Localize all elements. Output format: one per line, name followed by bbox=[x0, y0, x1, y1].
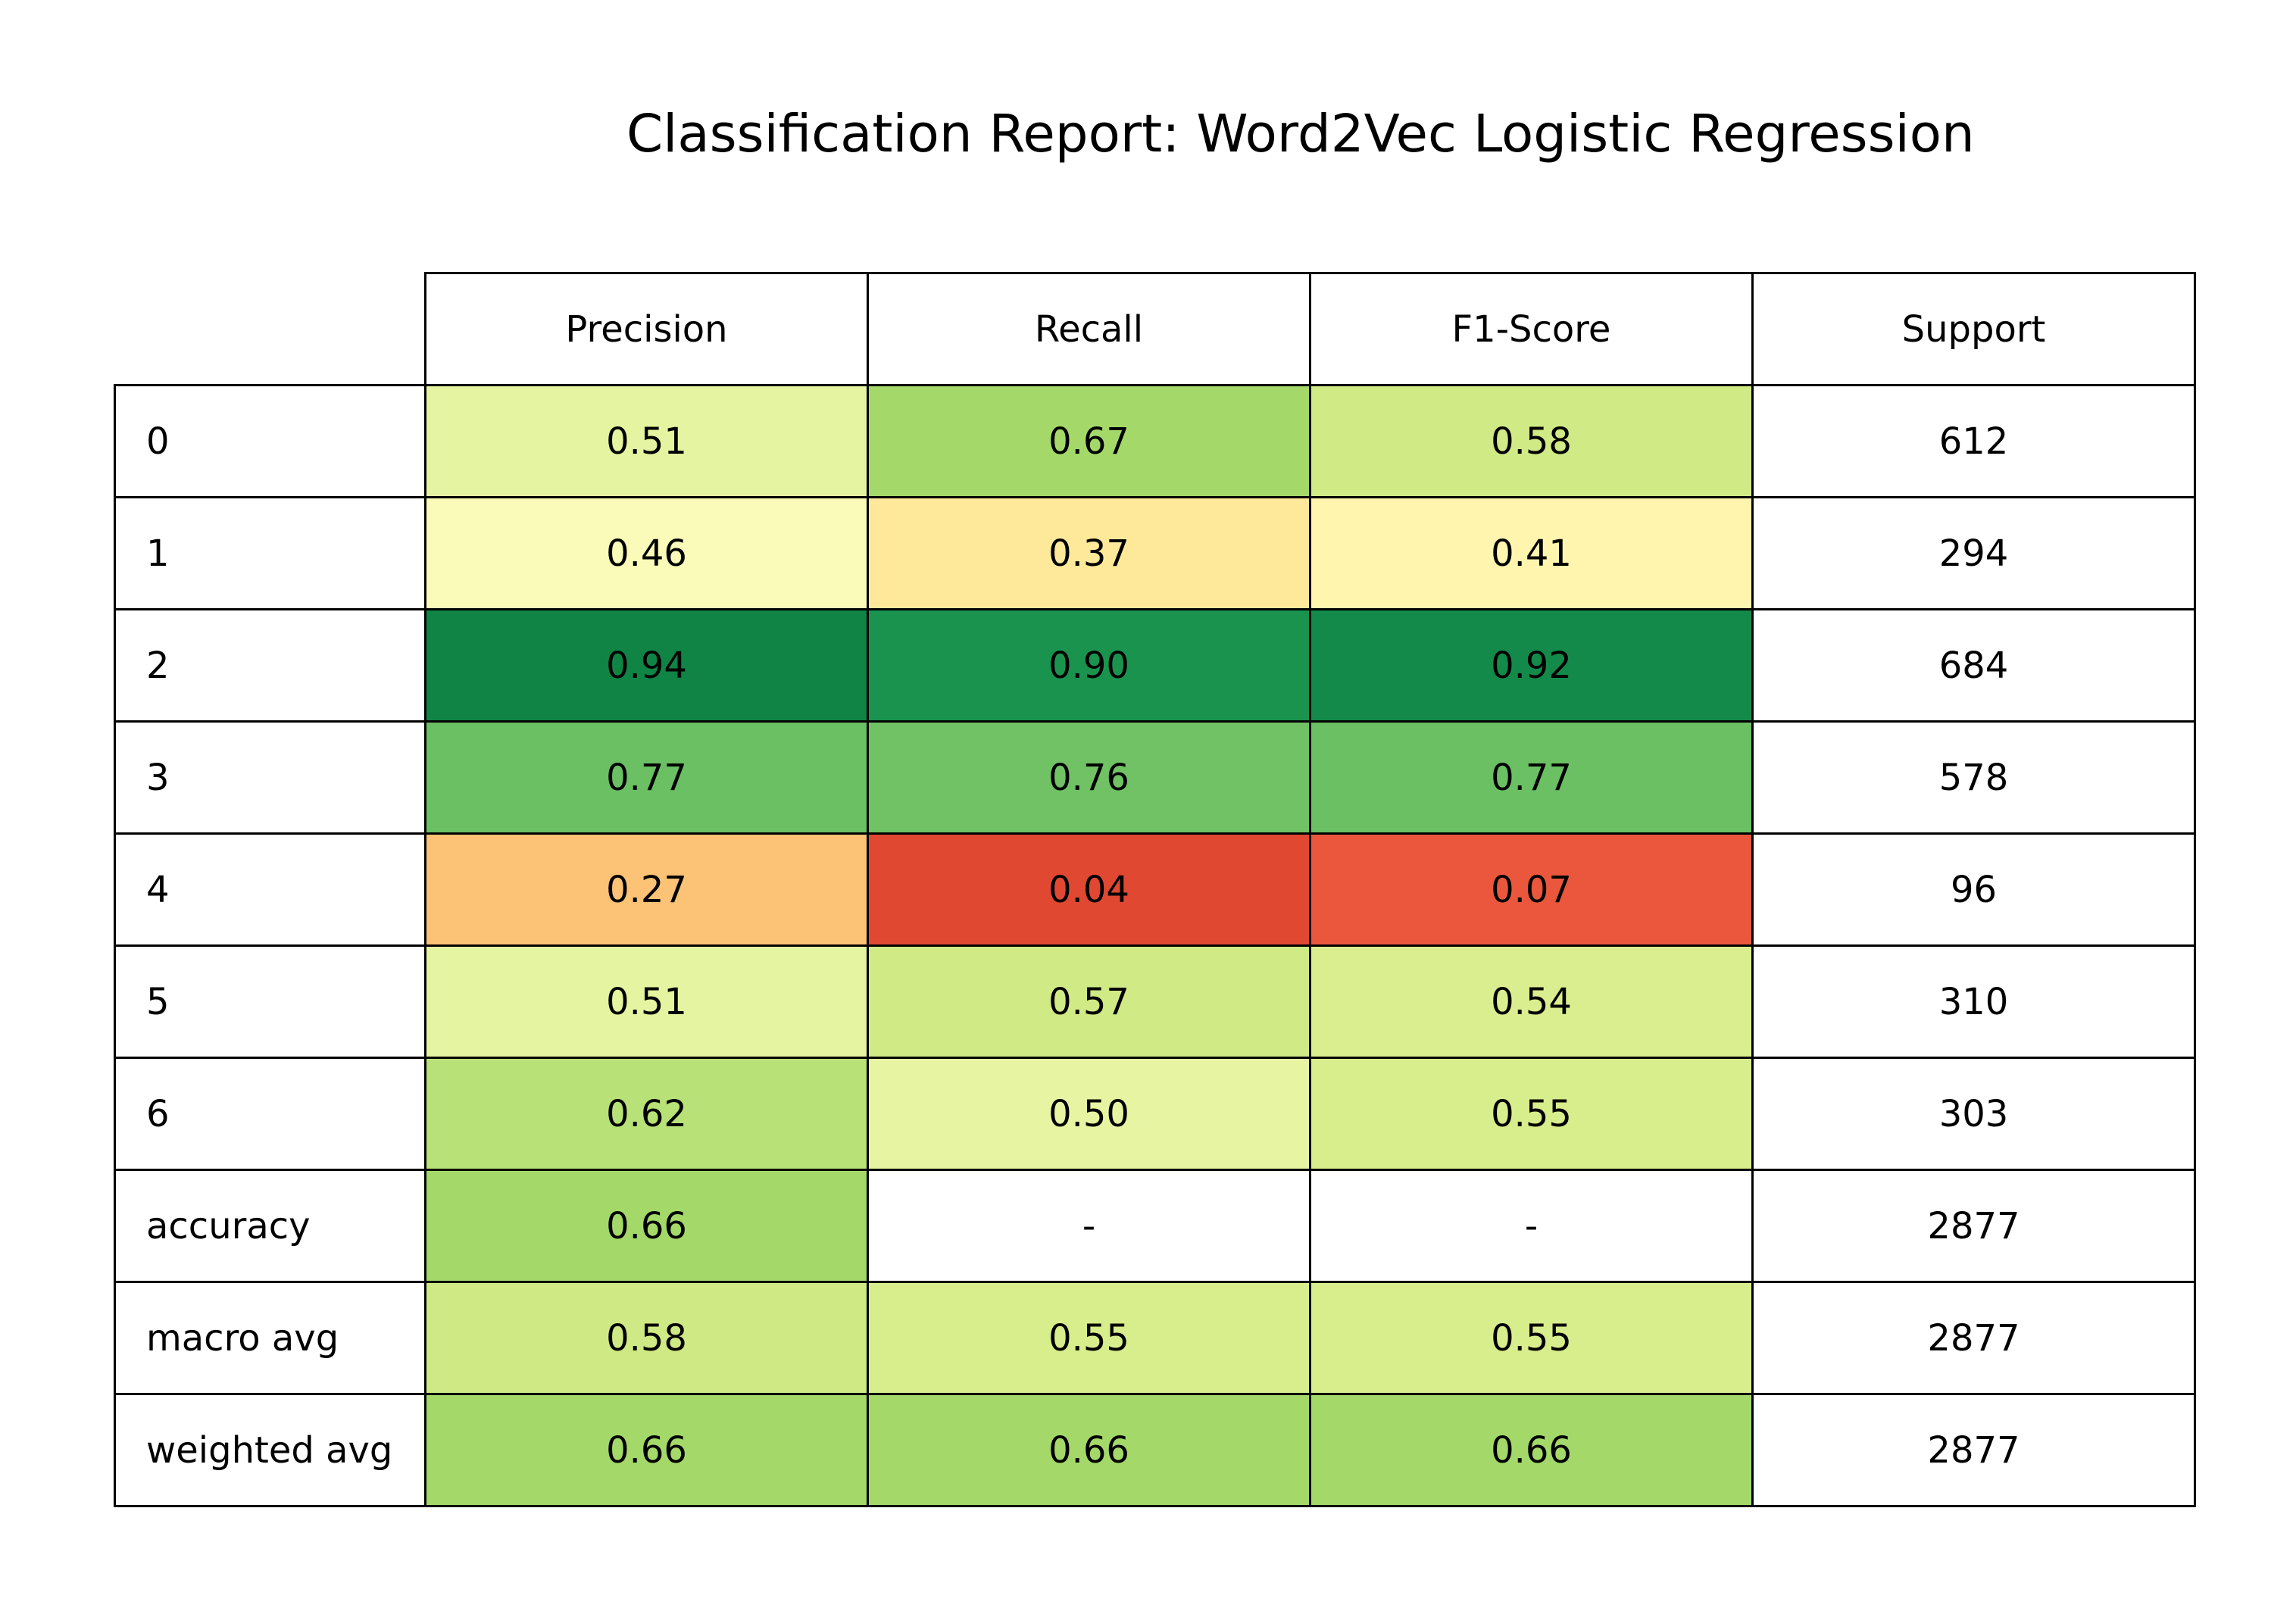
column-header-f1-score: F1-Score bbox=[1309, 272, 1754, 386]
table-cell: 0.66 bbox=[867, 1393, 1311, 1507]
table-cell: 0.27 bbox=[424, 832, 869, 947]
table-cell: 0.55 bbox=[1309, 1057, 1754, 1171]
classification-report-table: Precision Recall F1-Score Support 0 0.51 0.67 0… bbox=[114, 272, 2196, 1507]
table-cell: 0.55 bbox=[1309, 1281, 1754, 1395]
row-label: 2 bbox=[114, 608, 426, 723]
row-label: 1 bbox=[114, 496, 426, 610]
table-cell: 0.46 bbox=[424, 496, 869, 610]
table-cell: 0.90 bbox=[867, 608, 1311, 723]
table-cell: 0.51 bbox=[424, 944, 869, 1059]
column-header-precision: Precision bbox=[424, 272, 869, 386]
table-cell: 0.58 bbox=[424, 1281, 869, 1395]
table-cell: 0.04 bbox=[867, 832, 1311, 947]
table-cell: 0.77 bbox=[1309, 720, 1754, 835]
table-cell: - bbox=[867, 1169, 1311, 1283]
table-cell: 0.54 bbox=[1309, 944, 1754, 1059]
table-cell: 96 bbox=[1751, 832, 2196, 947]
chart-title: Classification Report: Word2Vec Logistic… bbox=[626, 104, 1975, 164]
table-cell: 2877 bbox=[1751, 1169, 2196, 1283]
table-cell: 0.50 bbox=[867, 1057, 1311, 1171]
table-cell: 0.66 bbox=[424, 1169, 869, 1283]
table-cell: 0.37 bbox=[867, 496, 1311, 610]
table-cell: 578 bbox=[1751, 720, 2196, 835]
table-cell: 0.55 bbox=[867, 1281, 1311, 1395]
table-cell: 0.66 bbox=[1309, 1393, 1754, 1507]
table-cell: 0.62 bbox=[424, 1057, 869, 1171]
table-cell: 2877 bbox=[1751, 1281, 2196, 1395]
table-cell: 0.77 bbox=[424, 720, 869, 835]
table-cell: 0.57 bbox=[867, 944, 1311, 1059]
table-cell: 0.76 bbox=[867, 720, 1311, 835]
row-label: 6 bbox=[114, 1057, 426, 1171]
table-cell: 0.41 bbox=[1309, 496, 1754, 610]
table-cell: 0.58 bbox=[1309, 384, 1754, 498]
table-cell: 2877 bbox=[1751, 1393, 2196, 1507]
table-cell: 0.07 bbox=[1309, 832, 1754, 947]
column-header-recall: Recall bbox=[867, 272, 1311, 386]
row-label: accuracy bbox=[114, 1169, 426, 1283]
table-cell: 0.51 bbox=[424, 384, 869, 498]
table-cell: 310 bbox=[1751, 944, 2196, 1059]
table-cell: - bbox=[1309, 1169, 1754, 1283]
row-label: 3 bbox=[114, 720, 426, 835]
row-label: 4 bbox=[114, 832, 426, 947]
table-cell: 0.66 bbox=[424, 1393, 869, 1507]
row-label: weighted avg bbox=[114, 1393, 426, 1507]
table-cell: 294 bbox=[1751, 496, 2196, 610]
table-cell: 684 bbox=[1751, 608, 2196, 723]
column-header-support: Support bbox=[1751, 272, 2196, 386]
row-label: macro avg bbox=[114, 1281, 426, 1395]
table-cell: 0.67 bbox=[867, 384, 1311, 498]
row-label: 5 bbox=[114, 944, 426, 1059]
row-label: 0 bbox=[114, 384, 426, 498]
table-cell: 303 bbox=[1751, 1057, 2196, 1171]
table-cell: 0.94 bbox=[424, 608, 869, 723]
table-cell: 0.92 bbox=[1309, 608, 1754, 723]
table-cell: 612 bbox=[1751, 384, 2196, 498]
